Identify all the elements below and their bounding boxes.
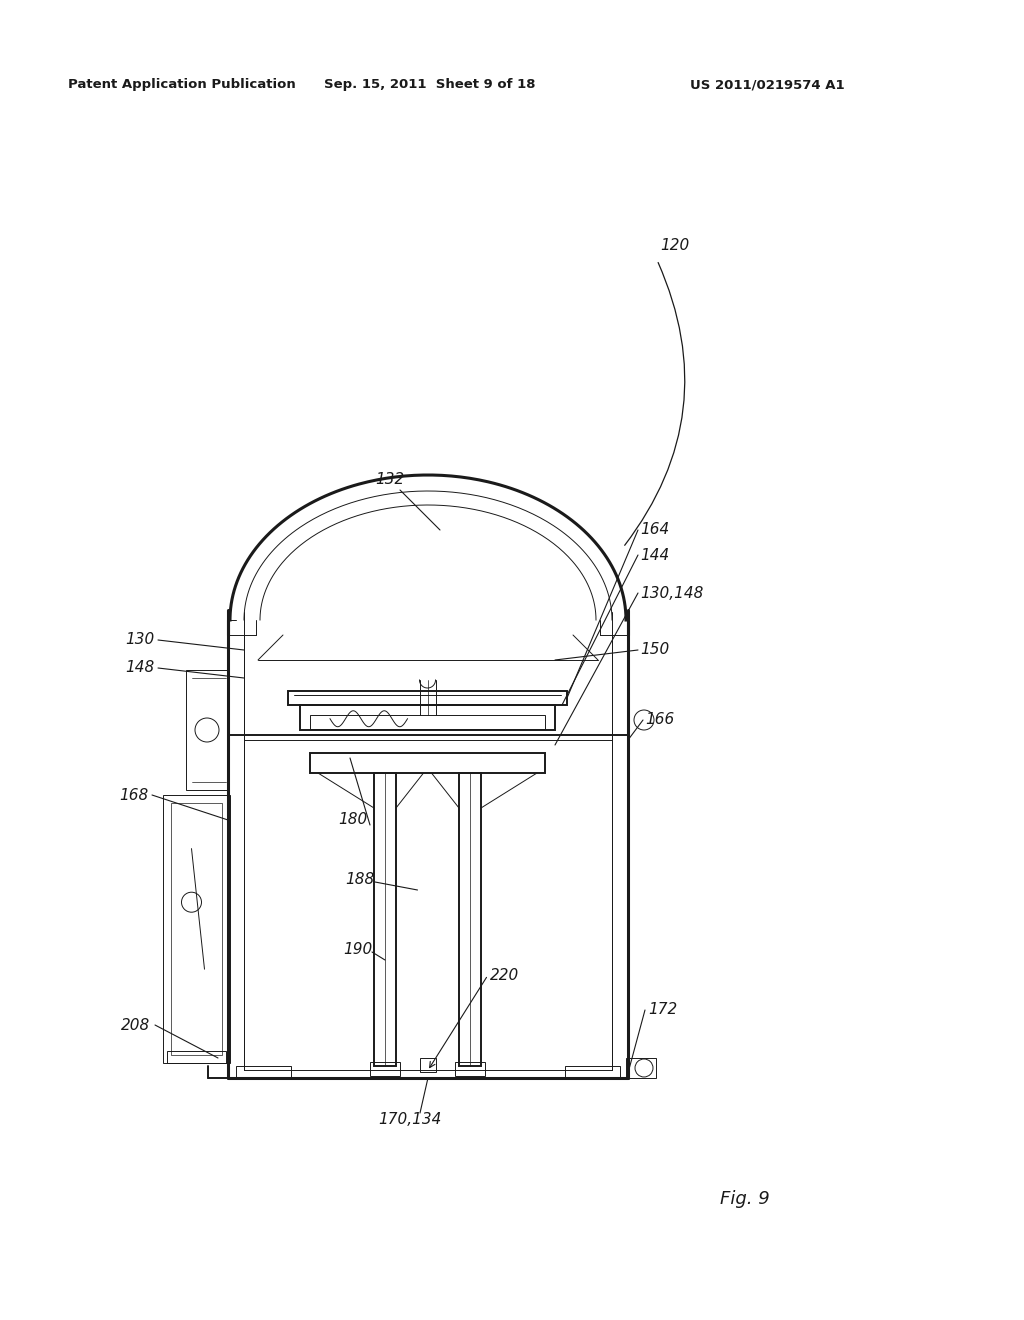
Bar xyxy=(288,690,567,705)
Text: 180: 180 xyxy=(338,813,368,828)
Text: Sep. 15, 2011  Sheet 9 of 18: Sep. 15, 2011 Sheet 9 of 18 xyxy=(325,78,536,91)
Bar xyxy=(171,803,222,1055)
Text: 172: 172 xyxy=(648,1002,677,1018)
Bar xyxy=(163,795,230,1063)
Bar xyxy=(374,774,396,1067)
Bar xyxy=(186,671,228,789)
Text: 148: 148 xyxy=(126,660,155,676)
Bar xyxy=(565,1067,620,1078)
Text: 208: 208 xyxy=(121,1018,150,1032)
Text: 168: 168 xyxy=(119,788,148,803)
Bar xyxy=(420,1059,435,1072)
Text: 188: 188 xyxy=(345,873,375,887)
Bar xyxy=(459,774,481,1067)
Text: 150: 150 xyxy=(640,643,670,657)
Text: Patent Application Publication: Patent Application Publication xyxy=(68,78,296,91)
Text: 120: 120 xyxy=(660,238,689,252)
Text: Fig. 9: Fig. 9 xyxy=(720,1191,770,1208)
Text: 132: 132 xyxy=(376,473,404,487)
Text: 144: 144 xyxy=(640,548,670,562)
Bar xyxy=(455,1063,485,1076)
Bar xyxy=(310,752,545,774)
Text: US 2011/0219574 A1: US 2011/0219574 A1 xyxy=(690,78,845,91)
Bar xyxy=(300,705,555,730)
Bar xyxy=(310,715,545,729)
Text: 130,148: 130,148 xyxy=(640,586,703,601)
Text: 166: 166 xyxy=(645,713,674,727)
Bar xyxy=(236,1067,291,1078)
Text: 170,134: 170,134 xyxy=(378,1113,441,1127)
Text: 164: 164 xyxy=(640,523,670,537)
Bar xyxy=(626,1059,656,1078)
Text: 190: 190 xyxy=(343,942,373,957)
Text: 130: 130 xyxy=(126,632,155,648)
Bar xyxy=(370,1063,400,1076)
Bar xyxy=(167,1051,226,1063)
Text: 220: 220 xyxy=(490,968,519,982)
